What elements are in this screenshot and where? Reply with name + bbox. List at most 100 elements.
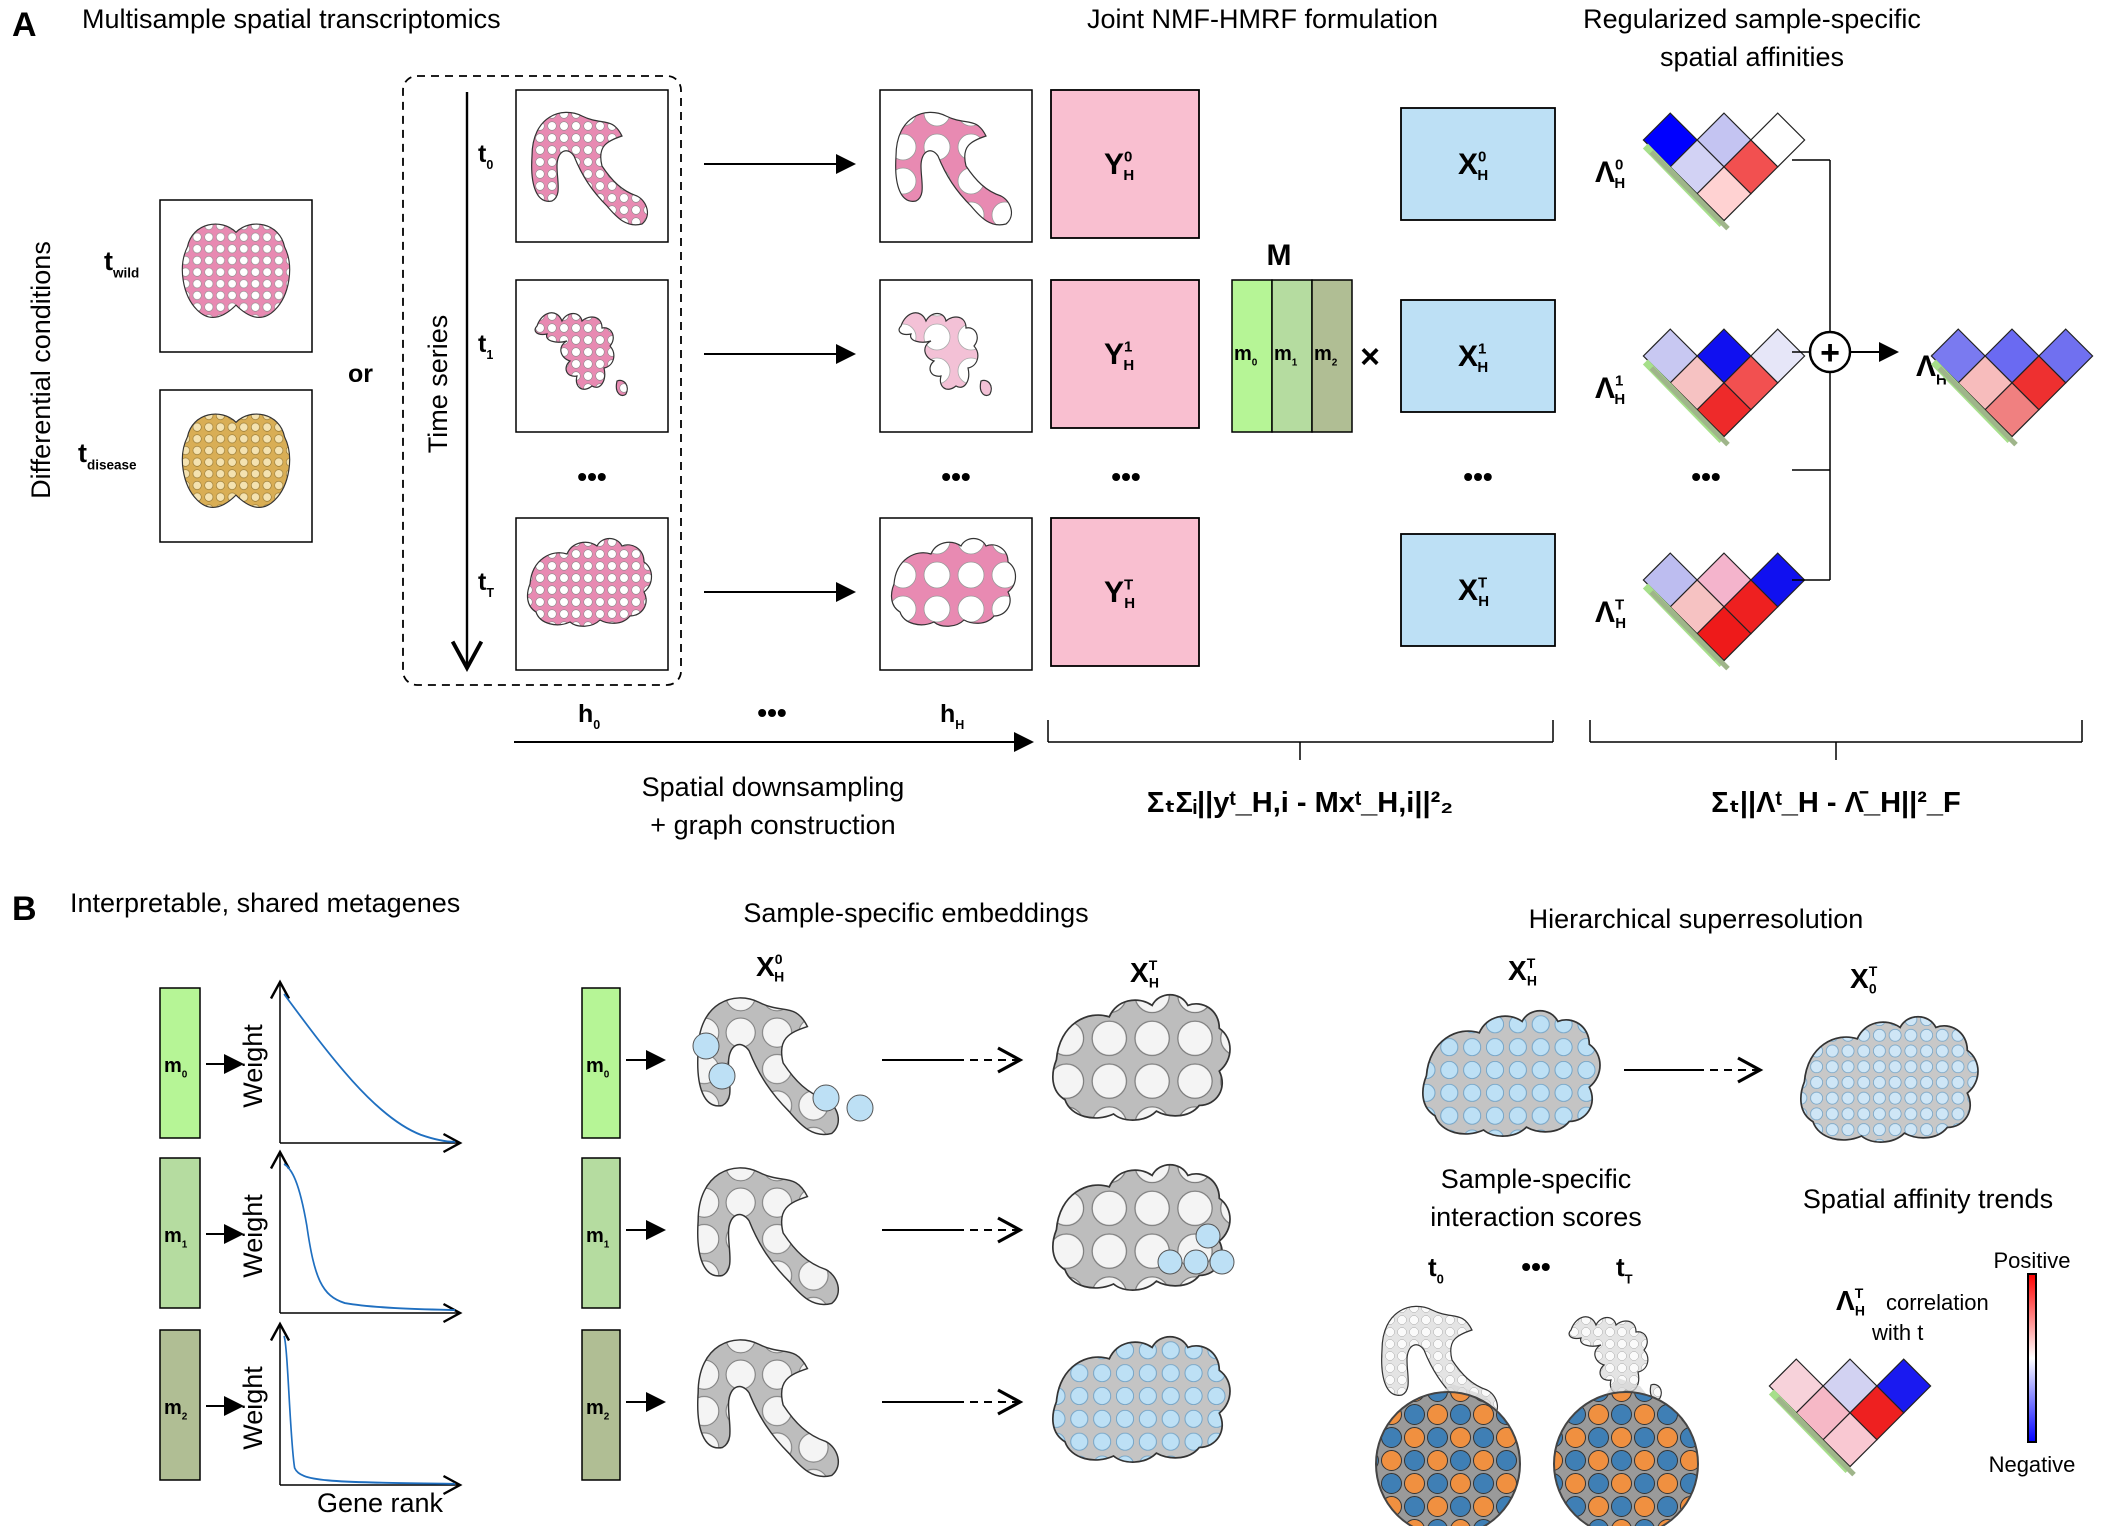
time-series-dashed-box [402, 75, 682, 686]
label-tT: tT [478, 568, 494, 600]
embedding-tissue-XT [1051, 993, 1231, 1122]
wild-tissue [181, 223, 291, 319]
colorbar-positive-label: Positive [1993, 1248, 2070, 1273]
label-metagene-embed-symbol: m0 [586, 1055, 610, 1081]
label-m0: m0 [1234, 343, 1258, 369]
embedding-tissue-X0 [696, 1167, 840, 1306]
affinity-heatmap [1642, 552, 1806, 671]
label-Y: Y0 H [1104, 148, 1134, 184]
label-lambda: Λ1 H [1595, 372, 1625, 408]
Y-matrix [1050, 279, 1200, 429]
embedding-high-spot [1209, 1249, 1235, 1275]
metagene-bar-embed [581, 987, 621, 1139]
title-joint-nmf: Joint NMF-HMRF formulation [1087, 4, 1438, 34]
embedding-high-spot [692, 1032, 720, 1060]
X-matrix [1400, 299, 1556, 413]
label-lambda-symbol: ΛT H [1595, 596, 1626, 632]
label-downsampling-2: + graph construction [650, 810, 895, 840]
affinity-cell [1696, 606, 1752, 662]
metagene-bar [159, 1157, 201, 1309]
Y-matrix [1050, 89, 1200, 239]
sum-plus: + [1820, 334, 1840, 372]
metagene-bar [159, 1329, 201, 1481]
axis-label-weight: Weight [238, 1366, 268, 1450]
label-metagene-symbol: m2 [164, 1397, 188, 1423]
label-Y-symbol: Y0 H [1104, 148, 1134, 184]
affinity-cell [1984, 382, 2040, 438]
superres-tissue-0 [1799, 1015, 1979, 1144]
embedding-high-spot [846, 1094, 874, 1122]
ellipsis-row-a3: ••• [1111, 461, 1140, 492]
interaction-zoom-t0 [1375, 1391, 1521, 1526]
label-metagene: m2 [164, 1397, 188, 1423]
title-regularized-1: Regularized sample-specific [1583, 4, 1921, 34]
title-affinity-trends: Spatial affinity trends [1803, 1184, 2053, 1214]
label-metagene-embed-symbol: m1 [586, 1225, 610, 1251]
title-interaction-1: Sample-specific [1441, 1164, 1632, 1194]
label-metagene-embed: m2 [586, 1397, 610, 1423]
label-X: XT H [1458, 574, 1489, 610]
ellipsis-row-a2: ••• [941, 461, 970, 492]
title-multisample: Multisample spatial transcriptomics [82, 4, 501, 34]
embedding-high-spot [1157, 1249, 1183, 1275]
colorbar [2027, 1273, 2037, 1443]
affinity-metagene-bar [1937, 366, 2018, 447]
label-t-disease-symbol: tdisease [78, 438, 137, 473]
label-hH: hH [940, 700, 964, 732]
affinity-cell [1696, 166, 1752, 222]
affinity-trend-heatmap [1768, 1358, 1932, 1477]
label-t0: t0 [478, 140, 493, 172]
gene-weight-curve [283, 1163, 456, 1312]
label-X: X1 H [1458, 340, 1488, 376]
embedding-tissue-XT [1051, 1335, 1231, 1464]
label-metagene: m0 [164, 1055, 188, 1081]
metagene-bar-embed [581, 1157, 621, 1309]
label-Y-symbol: Y1 H [1104, 338, 1134, 374]
label-XT-superres: XT H [1508, 955, 1537, 989]
label-lambda-trend-symbol: ΛT H [1836, 1285, 1865, 1319]
label-m1-symbol: m1 [1274, 343, 1298, 369]
loss-reconstruction: ΣₜΣᵢ||yᵗ_H,i - Mxᵗ_H,i||²₂ [1147, 787, 1453, 819]
title-superresolution: Hierarchical superresolution [1529, 904, 1864, 934]
gene-weight-curve [283, 1335, 456, 1485]
label-t-wild: twild [104, 246, 139, 281]
label-lambda-symbol: Λ0 H [1595, 156, 1625, 192]
panel-label-a: A [12, 6, 37, 44]
ellipsis-row-a1: ••• [577, 461, 606, 492]
label-X-symbol: XT H [1458, 574, 1489, 610]
colorbar-negative-label: Negative [1989, 1452, 2076, 1477]
affinity-mean-heatmap [1930, 328, 2094, 447]
label-lambda-trend: ΛT H [1836, 1285, 1865, 1319]
label-lambda-symbol: Λ1 H [1595, 372, 1625, 408]
label-downsampling-1: Spatial downsampling [642, 772, 905, 802]
label-t-wild-symbol: twild [104, 246, 139, 281]
affinity-metagene-bar [1649, 366, 1730, 447]
affinity-metagene-bar [1775, 1396, 1856, 1477]
label-t-disease: tdisease [78, 438, 137, 473]
embedding-high-spot [708, 1062, 736, 1090]
metagene-bar [159, 987, 201, 1139]
embedding-tissue-X0 [696, 1339, 840, 1478]
label-metagene-symbol: m0 [164, 1055, 188, 1081]
affinity-heatmap [1642, 112, 1806, 231]
label-Y: YT H [1104, 576, 1135, 612]
X-matrix [1400, 107, 1556, 221]
label-t1-symbol: t1 [478, 330, 493, 362]
Y-matrix [1050, 517, 1200, 667]
label-X-symbol: X0 H [1458, 148, 1488, 184]
title-embeddings: Sample-specific embeddings [743, 898, 1088, 928]
ellipsis-row-a4: ••• [1463, 461, 1492, 492]
label-m0-symbol: m0 [1234, 343, 1258, 369]
title-interaction-2: interaction scores [1430, 1202, 1642, 1232]
label-m2: m2 [1314, 343, 1338, 369]
affinity-metagene-bar [1649, 590, 1730, 671]
loss-regularization: Σₜ||Λᵗ_H - Λ̄_H||²_F [1711, 787, 1961, 819]
superres-tissue-H [1421, 1009, 1601, 1138]
metagene-m0-column [1231, 279, 1273, 433]
axis-label-gene-rank: Gene rank [317, 1488, 444, 1518]
label-X-symbol: X1 H [1458, 340, 1488, 376]
disease-tissue [181, 413, 291, 509]
X-matrix [1400, 533, 1556, 647]
label-interaction-tT: tT [1616, 1252, 1633, 1286]
